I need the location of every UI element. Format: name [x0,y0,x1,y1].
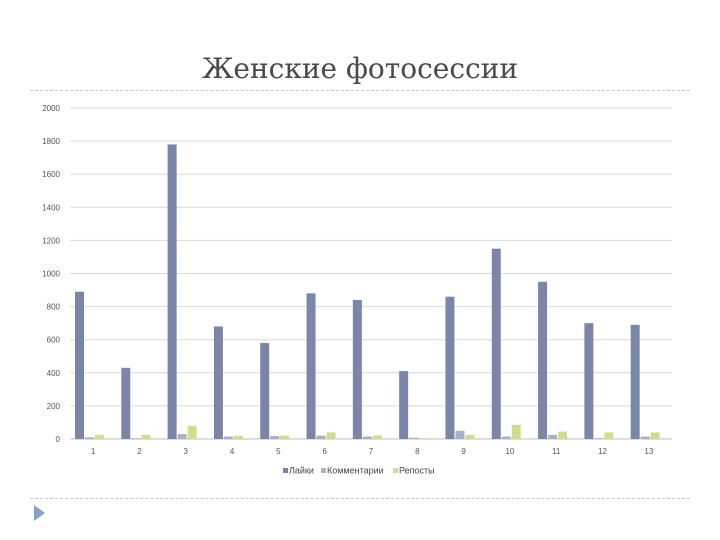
x-tick-label: 9 [461,447,466,456]
bar-Репосты-6 [326,432,336,439]
bar-Репосты-2 [141,434,151,439]
legend-label: Репосты [399,466,435,476]
bar-Комментарии-11 [548,434,558,439]
bar-Лайки-6 [306,293,316,439]
bar-Лайки-11 [538,281,548,439]
y-tick-label: 800 [47,303,61,312]
bar-Репосты-8 [419,438,429,439]
y-tick-label: 0 [56,435,61,444]
bar-Комментарии-6 [316,435,326,439]
x-tick-label: 12 [598,447,607,456]
y-tick-label: 1800 [42,137,60,146]
bar-Комментарии-9 [455,430,465,439]
legend-swatch [393,468,398,473]
x-tick-label: 7 [369,447,374,456]
bar-Лайки-4 [213,326,223,439]
legend-label: Комментарии [327,466,384,476]
bar-Репосты-11 [558,431,568,439]
x-tick-label: 3 [184,447,189,456]
bar-Лайки-2 [121,367,131,439]
chart-title: Женские фотосессии [201,52,519,85]
bar-Репосты-13 [650,432,660,439]
bar-Лайки-7 [352,299,362,439]
legend-swatch [321,468,326,473]
x-tick-label: 10 [505,447,514,456]
x-tick-label: 2 [137,447,142,456]
top-divider [30,90,690,91]
bar-Лайки-1 [75,291,84,439]
bars [75,144,660,439]
y-tick-label: 400 [47,369,61,378]
legend-swatch [283,468,288,473]
bar-Лайки-9 [445,296,455,439]
bar-Репосты-12 [604,432,614,439]
bar-Комментарии-8 [409,437,419,439]
y-tick-label: 200 [47,402,61,411]
bar-Комментарии-1 [85,437,94,439]
bar-Комментарии-3 [177,434,187,439]
y-tick-label: 1000 [42,270,60,279]
bar-Репосты-3 [187,425,197,439]
bar-Репосты-10 [511,424,521,439]
bar-Комментарии-2 [131,438,141,439]
bar-Репосты-4 [233,435,243,439]
y-tick-label: 600 [47,336,61,345]
corner-arrow-icon [34,505,45,521]
bar-Лайки-3 [167,144,177,439]
bar-Комментарии-7 [362,436,372,439]
x-tick-label: 11 [552,447,561,456]
y-tick-label: 1600 [42,170,60,179]
legend: Лайки Комментарии Репосты [283,466,435,476]
bar-Репосты-7 [372,435,382,439]
bottom-divider [30,498,690,499]
bar-Репосты-1 [95,434,104,439]
x-tick-label: 5 [276,447,281,456]
y-axis: 0 200 400 600 800 1000 1200 1400 1600 1800 2000 [42,104,60,444]
bar-Лайки-10 [491,248,501,439]
bar-Лайки-13 [630,324,640,439]
x-tick-label: 6 [322,447,327,456]
x-tick-label: 8 [415,447,420,456]
bar-Комментарии-12 [594,438,604,439]
bar-Лайки-12 [584,323,594,439]
x-tick-label: 13 [644,447,653,456]
bar-Лайки-5 [260,343,270,439]
bar-Комментарии-4 [223,436,233,439]
bar-Репосты-9 [465,434,475,439]
y-tick-label: 2000 [42,104,60,113]
bar-Репосты-5 [280,435,290,439]
gridlines [70,107,672,440]
bar-Комментарии-5 [270,436,280,439]
bar-Комментарии-13 [640,436,650,439]
y-tick-label: 1200 [42,236,60,245]
y-tick-label: 1400 [42,203,60,212]
legend-label: Лайки [289,466,314,476]
bar-Лайки-8 [399,371,409,439]
x-tick-label: 4 [230,447,235,456]
x-axis: 1 2 3 4 5 6 7 8 9 10 11 12 13 [91,447,654,456]
x-tick-label: 1 [91,447,96,456]
bar-Комментарии-10 [501,436,511,439]
